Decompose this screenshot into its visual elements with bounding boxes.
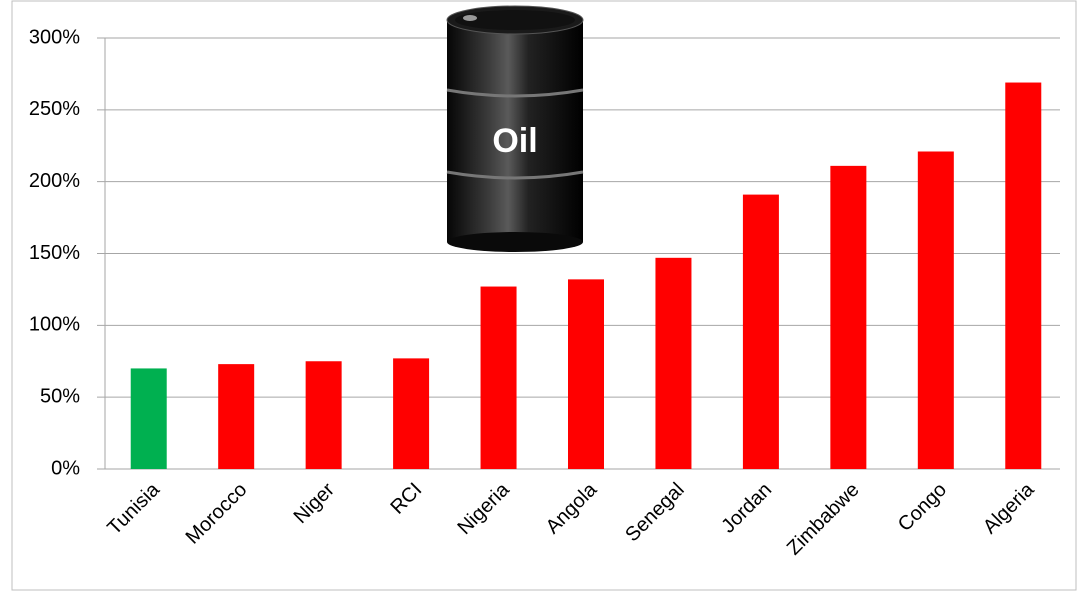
x-tick-label: Senegal: [621, 479, 688, 546]
x-tick-label: Nigeria: [453, 478, 514, 539]
oil-barrel: Oil: [446, 5, 584, 252]
bar: [655, 257, 692, 469]
bar: [480, 286, 517, 469]
x-tick-label: RCI: [386, 479, 426, 519]
x-tick-label: Tunisia: [103, 478, 164, 539]
bar: [130, 368, 167, 469]
bar: [917, 151, 954, 469]
y-tick-label: 300%: [29, 26, 80, 48]
bar: [1005, 82, 1042, 469]
bar: [742, 194, 779, 469]
bar: [830, 165, 867, 469]
bar: [218, 364, 255, 469]
x-tick-label: Algeria: [979, 478, 1039, 538]
x-tick-label: Niger: [290, 478, 340, 528]
x-tick-label: Morocco: [182, 479, 252, 549]
y-tick-label: 150%: [29, 242, 80, 264]
x-tick-label: Angola: [542, 478, 602, 538]
bar: [393, 358, 430, 469]
x-tick-label: Jordan: [717, 479, 776, 538]
x-tick-label: Zimbabwe: [783, 479, 864, 560]
x-tick-label: Congo: [894, 479, 951, 536]
y-tick-label: 100%: [29, 314, 80, 336]
y-tick-label: 0%: [51, 457, 80, 479]
y-tick-label: 200%: [29, 170, 80, 192]
y-tick-label: 50%: [40, 385, 80, 407]
bar: [305, 361, 342, 469]
y-tick-label: 250%: [29, 98, 80, 120]
bar: [568, 279, 604, 469]
barrel-label: Oil: [492, 122, 537, 160]
chart-frame: [11, 0, 1077, 591]
